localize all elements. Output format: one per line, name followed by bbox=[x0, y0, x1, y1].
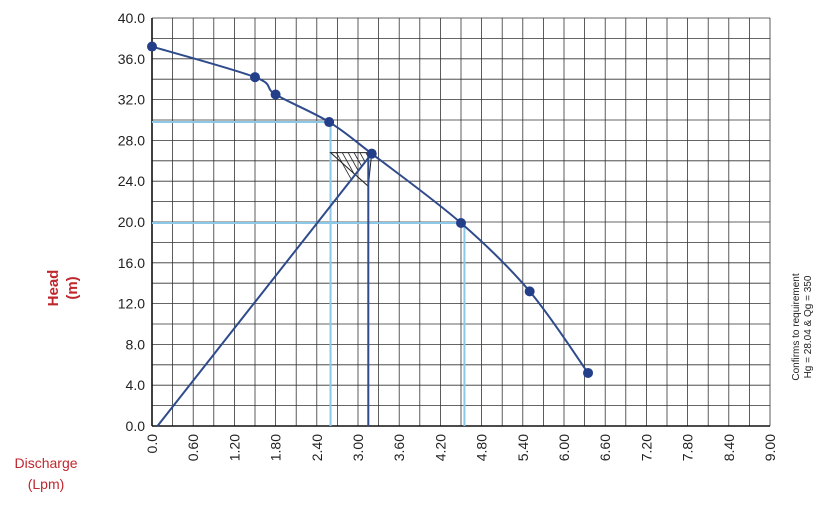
x-tick-label: 4.80 bbox=[474, 434, 490, 461]
series bbox=[147, 41, 594, 427]
data-point-marker bbox=[324, 117, 335, 128]
y-axis-label-line1: Head bbox=[45, 270, 62, 307]
y-tick-label: 4.0 bbox=[126, 377, 146, 393]
x-tick-label: 0.60 bbox=[185, 434, 201, 461]
data-point-marker bbox=[456, 218, 466, 229]
x-tick-label: 2.40 bbox=[309, 434, 325, 461]
x-tick-label: 4.20 bbox=[432, 434, 448, 461]
data-point-marker bbox=[147, 41, 157, 52]
grid bbox=[151, 17, 771, 427]
y-tick-labels: 0.0 4.0 8.0 12.0 16.0 20.0 24.0 28.0 32.0 36.0 40.… bbox=[118, 10, 145, 434]
x-tick-label: 7.20 bbox=[638, 434, 654, 461]
y-tick-label: 0.0 bbox=[126, 418, 146, 434]
x-tick-label: 3.60 bbox=[391, 434, 407, 461]
x-tick-label: 0.0 bbox=[144, 434, 160, 454]
y-tick-label: 16.0 bbox=[118, 255, 145, 271]
x-axis-label-line1: Discharge bbox=[14, 455, 77, 471]
annotation-line2: Hg = 28.04 & Qg = 350 bbox=[803, 275, 814, 378]
x-tick-label: 9.00 bbox=[762, 434, 778, 461]
y-tick-label: 20.0 bbox=[118, 214, 145, 230]
y-tick-label: 8.0 bbox=[126, 336, 146, 352]
hatch-line bbox=[353, 152, 362, 166]
data-point-marker bbox=[250, 72, 260, 83]
system-curve-line bbox=[156, 153, 373, 427]
annotation-line1: Confirms to requirement bbox=[791, 273, 802, 380]
y-tick-label: 12.0 bbox=[118, 296, 145, 312]
hatch-line bbox=[336, 152, 352, 179]
hatch-triangle bbox=[329, 152, 373, 188]
hatch-line bbox=[341, 152, 355, 175]
x-tick-label: 7.80 bbox=[680, 434, 696, 461]
data-point-marker bbox=[583, 367, 594, 378]
x-tick-label: 5.40 bbox=[515, 434, 531, 461]
y-tick-label: 24.0 bbox=[118, 173, 145, 189]
reference-lines bbox=[152, 121, 466, 426]
hatch-line bbox=[359, 152, 366, 162]
x-tick-label: 6.60 bbox=[597, 434, 613, 461]
x-tick-label: 1.80 bbox=[268, 434, 284, 461]
data-point-marker bbox=[270, 89, 281, 100]
x-tick-label: 1.20 bbox=[226, 434, 242, 461]
x-tick-label: 6.00 bbox=[556, 434, 572, 461]
x-tick-labels: 0.0 0.60 1.20 1.80 2.40 3.00 3.60 4.20 4.80 5.40 6… bbox=[144, 434, 778, 461]
data-point-marker bbox=[366, 148, 377, 159]
x-tick-label: 8.40 bbox=[721, 434, 737, 461]
y-tick-label: 28.0 bbox=[118, 132, 145, 148]
hatch-line bbox=[347, 152, 359, 171]
x-axis-label-line2: (Lpm) bbox=[28, 476, 65, 492]
y-tick-label: 40.0 bbox=[118, 10, 145, 26]
y-axis-label-line2: (m) bbox=[64, 276, 81, 299]
y-tick-label: 36.0 bbox=[118, 51, 145, 67]
y-tick-label: 32.0 bbox=[118, 92, 145, 108]
x-tick-label: 3.00 bbox=[350, 434, 366, 461]
data-point-marker bbox=[524, 286, 535, 297]
